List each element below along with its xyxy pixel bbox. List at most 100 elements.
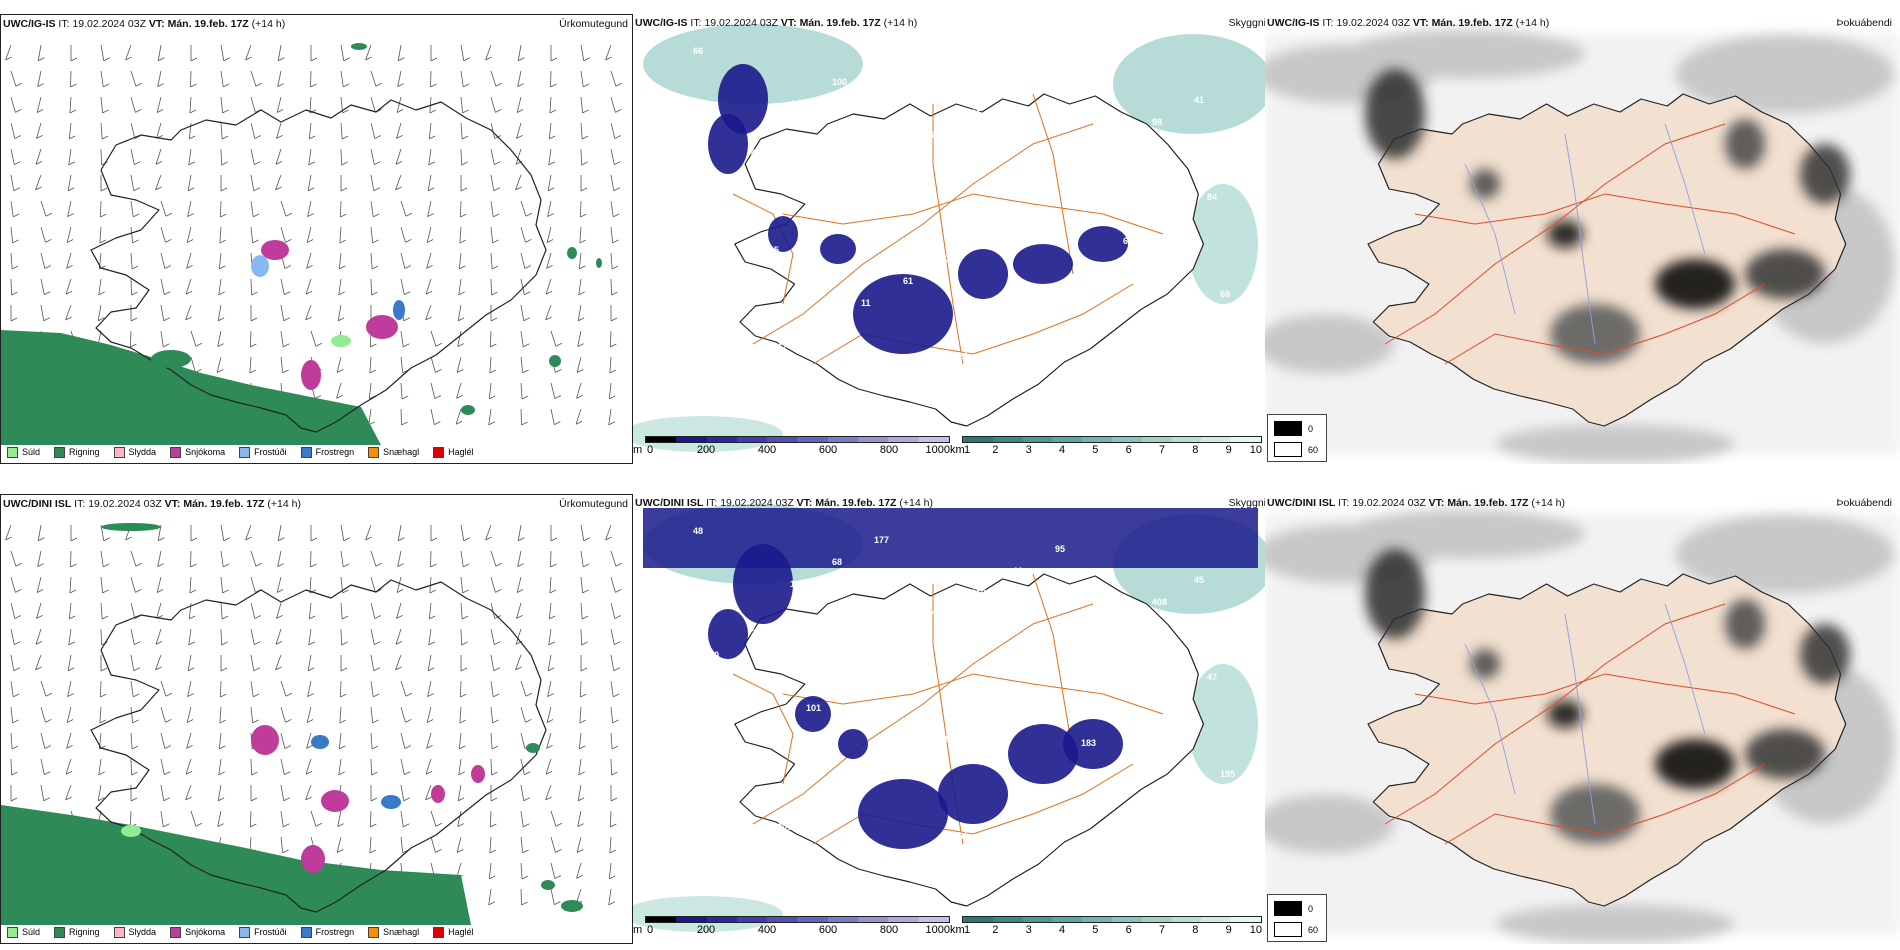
scale-unit: m [633, 924, 643, 936]
fog-legend-swatch [1274, 922, 1302, 937]
ceiling-value-label: 209 [848, 201, 863, 211]
low-ceiling-zone [853, 274, 953, 354]
ceiling-value-label: 176 [1123, 716, 1138, 726]
ceiling-value-label: 50 [722, 747, 732, 757]
ceiling-value-label: 195 [1220, 769, 1235, 779]
scale-swatch [1231, 437, 1261, 442]
precip-patch [331, 335, 351, 347]
scale-swatch [706, 437, 737, 442]
scale-swatch [676, 437, 707, 442]
scale-swatch [963, 437, 993, 442]
visibility-panel-title: Skyggni [1228, 17, 1265, 29]
ceiling-value-label: 69 [1068, 641, 1078, 651]
precip-panel-row1: UWC/IG-IS IT: 19.02.2024 03Z VT: Mán. 19… [0, 14, 633, 464]
low-ceiling-zone [708, 609, 748, 659]
ceiling-visibility-map: 48 142 198 123 183 198 92 68 72 222 176 195 207 177 21… [633, 504, 1265, 932]
legend-label: Snjókoma [185, 447, 226, 457]
ceiling-value-label: 61 [1055, 64, 1065, 74]
ceiling-value-label: 98 [916, 373, 926, 383]
scale-swatch [1231, 917, 1261, 922]
ceiling-value-label: 207 [777, 822, 792, 832]
precip-patch [321, 790, 349, 812]
ceiling-value-label: 61 [958, 831, 968, 841]
ceiling-value-label: 46 [1097, 382, 1107, 392]
precip-patch [261, 240, 289, 260]
legend-swatch [54, 446, 66, 458]
ceiling-value-label: 92 [735, 844, 745, 854]
fog-panel-row2: UWC/DINI ISL IT: 19.02.2024 03Z VT: Mán.… [1265, 494, 1900, 944]
scale-tick-label: 3 [1025, 924, 1032, 936]
scale-tick-label: 3 [1025, 444, 1032, 456]
scale-swatch [827, 917, 859, 922]
precip-patch [251, 255, 269, 277]
visibility-zone [643, 24, 863, 104]
precip-legend-item: Frostúði [239, 446, 287, 458]
visibility-scale-bar: 1 2 3 4 5 6 7 8 9 10 km [950, 436, 1262, 462]
ceiling-value-label: 84 [1207, 192, 1217, 202]
precip-patch [151, 350, 191, 368]
low-ceiling-zone [795, 696, 831, 732]
low-ceiling-zone [838, 729, 868, 759]
precip-patch [311, 735, 329, 749]
scale-tick-label: 10 [1249, 444, 1262, 456]
low-ceiling-zone [708, 114, 748, 174]
ceiling-scale-bar: 0 200 400 600 800 1000 m [633, 436, 950, 462]
legend-label: Snæhagl [383, 447, 420, 457]
scale-unit: km [950, 444, 965, 456]
ceiling-visibility-panel-row1: 66 103 175 214 72 78 74 100 61 64 68 68 62 53 61 80 365 1… [633, 14, 1265, 464]
ceiling-value-label: 96 [819, 320, 829, 330]
legend-label: Haglél [448, 927, 474, 937]
precip-legend-item: Frostregn [300, 446, 355, 458]
low-ceiling-zone [1013, 244, 1073, 284]
scale-swatch [767, 437, 798, 442]
legend-swatch [433, 446, 445, 458]
legend-label: Snæhagl [383, 927, 420, 937]
visibility-panel-title: Skyggni [1228, 497, 1265, 509]
precip-map [1, 523, 623, 925]
fog-map [1265, 29, 1900, 464]
low-ceiling-zone [1078, 226, 1128, 262]
ceiling-value-label: 51 [819, 800, 829, 810]
ceiling-value-label: 64 [1026, 183, 1036, 193]
precip-patch [251, 725, 279, 755]
ceiling-value-label: 95 [1055, 544, 1065, 554]
ceiling-value-label: 219 [971, 588, 986, 598]
precip-legend-item: Slydda [113, 926, 156, 938]
scale-tick-label: 600 [818, 444, 838, 456]
ceiling-value-label: 80 [709, 650, 719, 660]
precip-legend-item: Haglél [433, 926, 474, 938]
scale-unit: km [950, 924, 965, 936]
fog-legend-swatch [1274, 442, 1302, 457]
fog-legend-label: 60 [1308, 924, 1319, 935]
scale-swatch [736, 437, 768, 442]
fog-legend-swatch [1274, 901, 1302, 916]
scale-tick-label: 800 [879, 924, 899, 936]
scale-ticks: 1 2 3 4 5 6 7 8 9 10 [962, 923, 1262, 937]
scale-swatch [1111, 437, 1142, 442]
ceiling-value-label: 92 [1097, 862, 1107, 872]
legend-label: Rigning [69, 447, 100, 457]
scale-swatch [646, 437, 677, 442]
road-network [1384, 603, 1796, 845]
precip-patch [351, 43, 367, 50]
fog-legend-row: 60 [1274, 442, 1326, 457]
ceiling-value-label: 20 [958, 351, 968, 361]
scale-swatch [1052, 437, 1083, 442]
scale-swatch [992, 917, 1023, 922]
legend-swatch [54, 926, 66, 938]
scale-swatch [1141, 917, 1172, 922]
scale-swatch [918, 437, 949, 442]
scale-tick-label: 5 [1092, 924, 1099, 936]
low-ceiling-zone [643, 508, 1258, 568]
ceiling-value-label: 123 [984, 685, 999, 695]
scale-tick-label: 600 [818, 924, 838, 936]
ceiling-value-label: 183 [1081, 738, 1096, 748]
precip-map [1, 43, 623, 445]
ceiling-value-label: 204 [751, 628, 766, 638]
ceiling-value-label: 408 [1152, 597, 1167, 607]
precip-legend-item: Frostúði [239, 926, 287, 938]
ceiling-value-label: 72 [1081, 258, 1091, 268]
legend-label: Haglél [448, 447, 474, 457]
legend-label: Frostregn [315, 447, 355, 457]
precip-legend-item: Snæhagl [368, 926, 420, 938]
